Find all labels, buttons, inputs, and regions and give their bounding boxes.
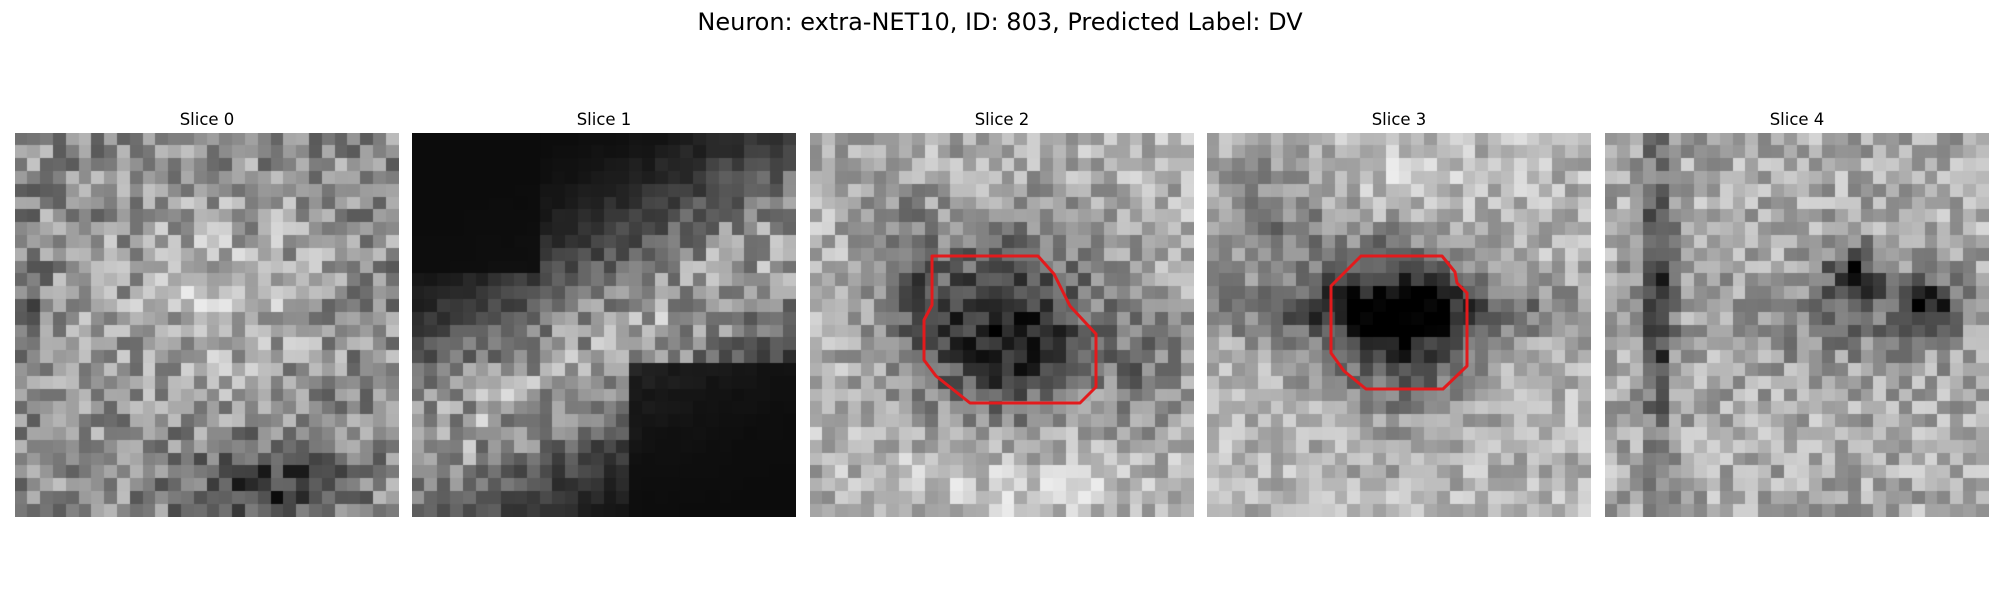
roi-outline-2: [922, 254, 1098, 405]
slice-image-0: [15, 133, 399, 517]
roi-outline-3: [1329, 254, 1469, 391]
slice-panel-2: Slice 2: [810, 107, 1194, 517]
slice-canvas-4: [1605, 133, 1989, 517]
slice-title-0: Slice 0: [179, 110, 235, 129]
slice-image-4: [1605, 133, 1989, 517]
figure-title: Neuron: extra-NET10, ID: 803, Predicted …: [697, 8, 1303, 36]
slice-canvas-1: [412, 133, 796, 517]
slice-canvas-2: [810, 133, 1194, 517]
slice-panel-4: Slice 4: [1605, 107, 1989, 517]
slice-canvas-3: [1207, 133, 1591, 517]
slice-title-2: Slice 2: [974, 110, 1030, 129]
slice-title-1: Slice 1: [576, 110, 632, 129]
slice-title-3: Slice 3: [1371, 110, 1427, 129]
slice-image-1: [412, 133, 796, 517]
slice-canvas-0: [15, 133, 399, 517]
slice-title-4: Slice 4: [1769, 110, 1825, 129]
slice-panel-0: Slice 0: [15, 107, 399, 517]
slice-panel-3: Slice 3: [1207, 107, 1591, 517]
slice-panel-1: Slice 1: [412, 107, 796, 517]
slice-image-3: [1207, 133, 1591, 517]
slice-image-2: [810, 133, 1194, 517]
